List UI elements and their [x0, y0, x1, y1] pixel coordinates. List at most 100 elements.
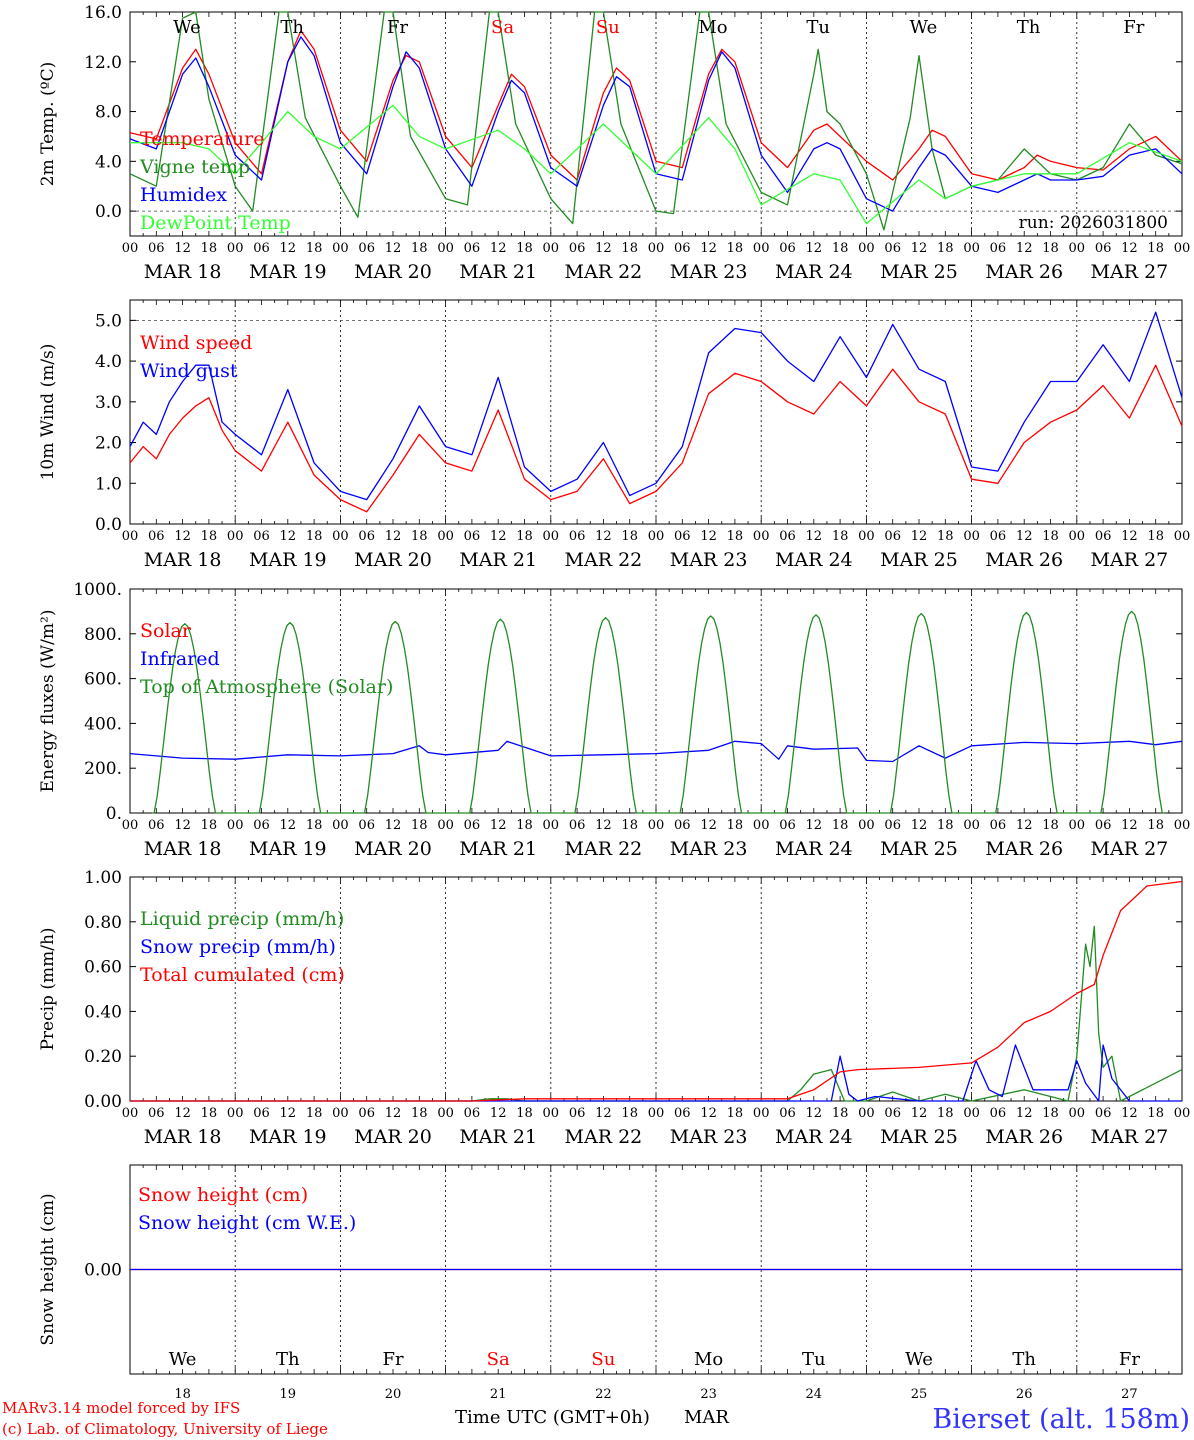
date-label: MAR 25	[880, 261, 958, 283]
hour-tick-label: 00	[227, 529, 244, 544]
hour-tick-label: 18	[411, 1106, 428, 1121]
hour-tick-label: 18	[832, 1106, 849, 1121]
hour-tick-label: 06	[464, 818, 481, 833]
y-tick-label: 4.0	[95, 352, 122, 372]
hour-tick-label: 06	[1095, 241, 1112, 256]
hour-tick-label: 00	[543, 1106, 560, 1121]
hour-tick-label: 18	[832, 529, 849, 544]
legend-entry: Snow height (cm)	[138, 1184, 308, 1206]
hour-tick-label: 18	[727, 818, 744, 833]
hour-tick-label: 06	[779, 818, 796, 833]
hour-tick-label: 18	[411, 529, 428, 544]
date-label: MAR 22	[565, 838, 643, 860]
chart-footer: MARv3.14 model forced by IFS (c) Lab. of…	[2, 1399, 1190, 1438]
panel-energy: 0. 200. 400. 600. 800. 1000. Energy fluxes (W/…	[38, 580, 1190, 860]
y-tick-label: 600.	[84, 670, 122, 690]
hour-tick-label: 12	[1016, 529, 1033, 544]
date-label: MAR 23	[670, 549, 748, 571]
y-tick-label: 1.0	[95, 474, 122, 494]
hour-tick-label: 18	[937, 241, 954, 256]
hour-tick-label: 06	[569, 529, 586, 544]
weekday-label: Fr	[387, 17, 408, 38]
y-tick-label: 1000.	[73, 580, 122, 600]
hour-tick-label: 12	[911, 1106, 928, 1121]
date-label: MAR 22	[565, 1126, 643, 1148]
hour-tick-label: 18	[621, 818, 638, 833]
hour-tick-label: 00	[648, 818, 665, 833]
hour-tick-label: 12	[385, 1106, 402, 1121]
date-label: MAR 19	[249, 261, 327, 283]
date-label: MAR 20	[354, 549, 432, 571]
series-line-total-cumulated-cm-	[130, 880, 1183, 1102]
hour-tick-label: 18	[1147, 818, 1164, 833]
hour-tick-label: 06	[358, 529, 375, 544]
weekday-label: Fr	[1119, 1349, 1140, 1370]
hour-tick-label: 12	[1121, 241, 1138, 256]
hour-tick-label: 12	[174, 818, 191, 833]
hour-tick-label: 18	[621, 529, 638, 544]
weekday-label: Th	[1012, 1349, 1036, 1370]
weekday-label: Th	[276, 1349, 300, 1370]
hour-tick-label: 06	[358, 818, 375, 833]
hour-tick-label: 06	[990, 529, 1007, 544]
day-number-label: 24	[806, 1387, 823, 1402]
hour-tick-label: 18	[201, 818, 218, 833]
station-name: Bierset (alt. 158m)	[932, 1404, 1190, 1435]
y-tick-label: 16.0	[84, 3, 122, 23]
hour-tick-label: 18	[306, 241, 323, 256]
hour-tick-label: 06	[464, 1106, 481, 1121]
y-tick-label: 1.00	[84, 868, 122, 888]
hour-tick-label: 06	[253, 241, 270, 256]
series-line-dewpoint-temp	[130, 104, 1183, 225]
hour-tick-label: 06	[148, 241, 165, 256]
hour-tick-label: 00	[1069, 241, 1086, 256]
hour-tick-label: 00	[858, 529, 875, 544]
hour-tick-label: 18	[621, 1106, 638, 1121]
hour-tick-label: 18	[727, 1106, 744, 1121]
hour-tick-label: 00	[858, 1106, 875, 1121]
hour-tick-label: 12	[700, 241, 717, 256]
hour-tick-label: 06	[779, 1106, 796, 1121]
hour-tick-label: 12	[595, 818, 612, 833]
hour-tick-label: 18	[1042, 529, 1059, 544]
hour-tick-label: 12	[595, 241, 612, 256]
hour-tick-label: 00	[753, 529, 770, 544]
hour-tick-label: 12	[490, 241, 507, 256]
legend-entry: Wind gust	[140, 360, 238, 382]
legend-entry: Humidex	[140, 184, 227, 206]
hour-tick-label: 12	[911, 818, 928, 833]
hour-tick-label: 06	[464, 241, 481, 256]
hour-tick-label: 00	[122, 818, 139, 833]
hour-tick-label: 06	[253, 529, 270, 544]
weekday-label: Sa	[487, 1349, 510, 1370]
y-tick-label: 400.	[84, 714, 122, 734]
hour-tick-label: 00	[543, 241, 560, 256]
run-annotation: run: 2026031800	[1019, 213, 1168, 233]
date-label: MAR 21	[459, 1126, 537, 1148]
weekday-label: Th	[280, 17, 304, 38]
hour-tick-label: 12	[1121, 1106, 1138, 1121]
y-tick-label: 200.	[84, 759, 122, 779]
hour-tick-label: 06	[674, 1106, 691, 1121]
date-label: MAR 25	[880, 1126, 958, 1148]
hour-tick-label: 06	[148, 529, 165, 544]
hour-tick-label: 12	[595, 1106, 612, 1121]
legend-entry: Top of Atmosphere (Solar)	[140, 676, 393, 698]
hour-tick-label: 12	[280, 1106, 297, 1121]
series-line-temperature	[129, 30, 1183, 181]
weekday-label: Fr	[382, 1349, 403, 1370]
hour-tick-label: 00	[963, 529, 980, 544]
date-label: MAR 23	[670, 1126, 748, 1148]
y-tick-label: 4.0	[95, 152, 122, 172]
hour-tick-label: 00	[963, 241, 980, 256]
hour-tick-label: 06	[358, 241, 375, 256]
date-label: MAR 27	[1091, 838, 1169, 860]
date-label: MAR 19	[249, 838, 327, 860]
weekday-label: Fr	[1123, 17, 1144, 38]
hour-tick-label: 18	[516, 529, 533, 544]
date-label: MAR 21	[459, 838, 537, 860]
hour-tick-label: 06	[1095, 529, 1112, 544]
y-tick-label: 0.00	[84, 1261, 122, 1281]
date-label: MAR 26	[985, 549, 1063, 571]
hour-tick-label: 06	[569, 1106, 586, 1121]
